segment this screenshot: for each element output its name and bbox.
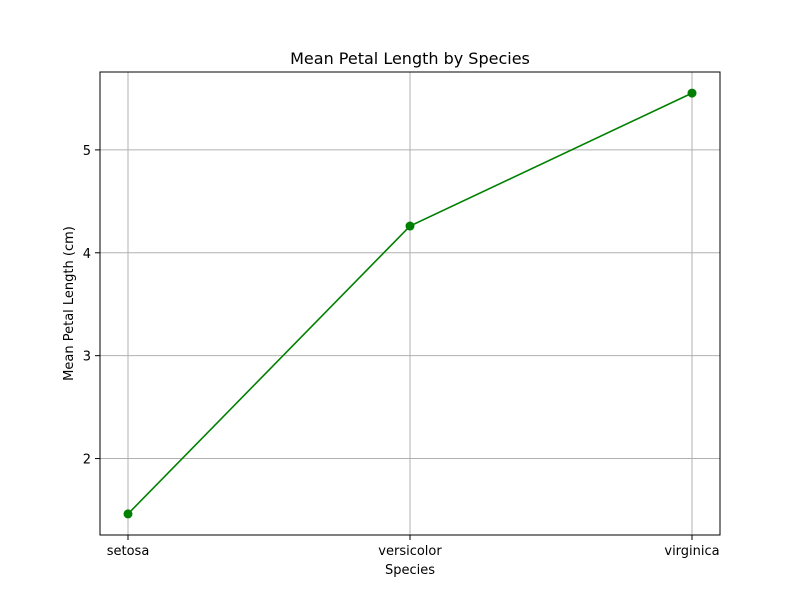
y-tick-label: 3: [83, 350, 91, 365]
y-axis-ticks: 2 3 4 5: [83, 144, 100, 468]
x-tick-label: virginica: [664, 544, 719, 559]
y-tick-label: 5: [83, 144, 91, 159]
data-point: [687, 88, 697, 98]
x-axis-ticks: setosa versicolor virginica: [107, 535, 720, 559]
grid-lines: [100, 72, 720, 535]
y-tick-label: 4: [83, 247, 91, 262]
data-point: [123, 509, 133, 519]
x-axis-label: Species: [385, 563, 435, 578]
chart-title: Mean Petal Length by Species: [290, 49, 530, 68]
x-tick-label: setosa: [107, 544, 150, 559]
y-axis-label: Mean Petal Length (cm): [62, 226, 77, 381]
data-point: [405, 221, 415, 231]
y-tick-label: 2: [83, 453, 91, 468]
series-layer: [123, 88, 697, 519]
x-tick-label: versicolor: [378, 544, 442, 559]
